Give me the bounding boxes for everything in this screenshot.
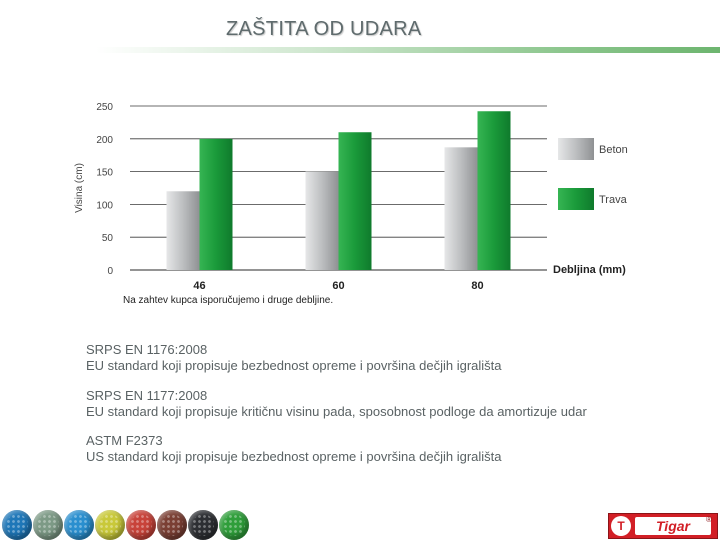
y-axis-label: Visina (cm) — [74, 163, 85, 213]
pellet-light-blue — [64, 510, 94, 540]
bar-trava — [477, 111, 511, 270]
y-tick-label: 200 — [96, 135, 113, 146]
bar-trava — [199, 138, 233, 270]
standard-description: EU standard koji propisuje bezbednost op… — [86, 358, 502, 373]
tigar-logo: T Tigar — [608, 513, 718, 539]
standard-description: EU standard koji propisuje kritičnu visi… — [86, 404, 587, 419]
legend-swatch-trava — [558, 188, 594, 210]
standard-item-2: SRPS EN 1177:2008 EU standard koji propi… — [86, 388, 686, 420]
registered-mark: ® — [706, 515, 712, 524]
bar-beton — [305, 171, 339, 270]
standard-item-1: SRPS EN 1176:2008 EU standard koji propi… — [86, 342, 686, 374]
legend-label-beton: Beton — [599, 144, 628, 156]
chart-note: Na zahtev kupca isporučujemo i druge deb… — [123, 295, 333, 306]
slide-title: ZAŠTITA OD UDARA — [226, 18, 422, 40]
y-tick-label: 50 — [102, 233, 114, 244]
pellet-swatches — [0, 508, 270, 540]
tigar-emblem-icon: T — [611, 516, 631, 536]
y-tick-label: 250 — [96, 102, 113, 113]
x-tick-label: 80 — [471, 280, 483, 292]
legend-swatch-beton — [558, 138, 594, 160]
legend-label-trava: Trava — [599, 194, 628, 206]
pellet-green — [219, 510, 249, 540]
standard-code: SRPS EN 1177:2008 — [86, 388, 208, 403]
pellet-grey-green — [33, 510, 63, 540]
standard-code: SRPS EN 1176:2008 — [86, 342, 208, 357]
x-tick-label: 46 — [193, 280, 205, 292]
tigar-wordmark: Tigar — [635, 517, 711, 535]
bar-beton — [444, 147, 478, 270]
bar-beton — [166, 191, 200, 270]
y-tick-label: 150 — [96, 168, 113, 179]
standard-description: US standard koji propisuje bezbednost op… — [86, 449, 502, 464]
pellet-blue — [2, 510, 32, 540]
title-rule — [96, 47, 720, 53]
x-axis-label: Debljina (mm) — [553, 264, 626, 276]
chart-panel: 0 50 100 150 200 250 Visina (cm) 46 60 80 Debljina… — [62, 86, 662, 336]
pellet-red — [126, 510, 156, 540]
y-tick-label: 0 — [107, 266, 113, 277]
standard-code: ASTM F2373 — [86, 433, 163, 448]
pellet-black — [188, 510, 218, 540]
pellet-brown — [157, 510, 187, 540]
bar-trava — [338, 132, 372, 270]
x-tick-label: 60 — [332, 280, 344, 292]
standard-item-3: ASTM F2373 US standard koji propisuje be… — [86, 433, 686, 465]
pellet-yellow — [95, 510, 125, 540]
y-tick-label: 100 — [96, 200, 113, 211]
bar-chart: 0 50 100 150 200 250 Visina (cm) 46 60 80 Debljina… — [74, 102, 628, 306]
